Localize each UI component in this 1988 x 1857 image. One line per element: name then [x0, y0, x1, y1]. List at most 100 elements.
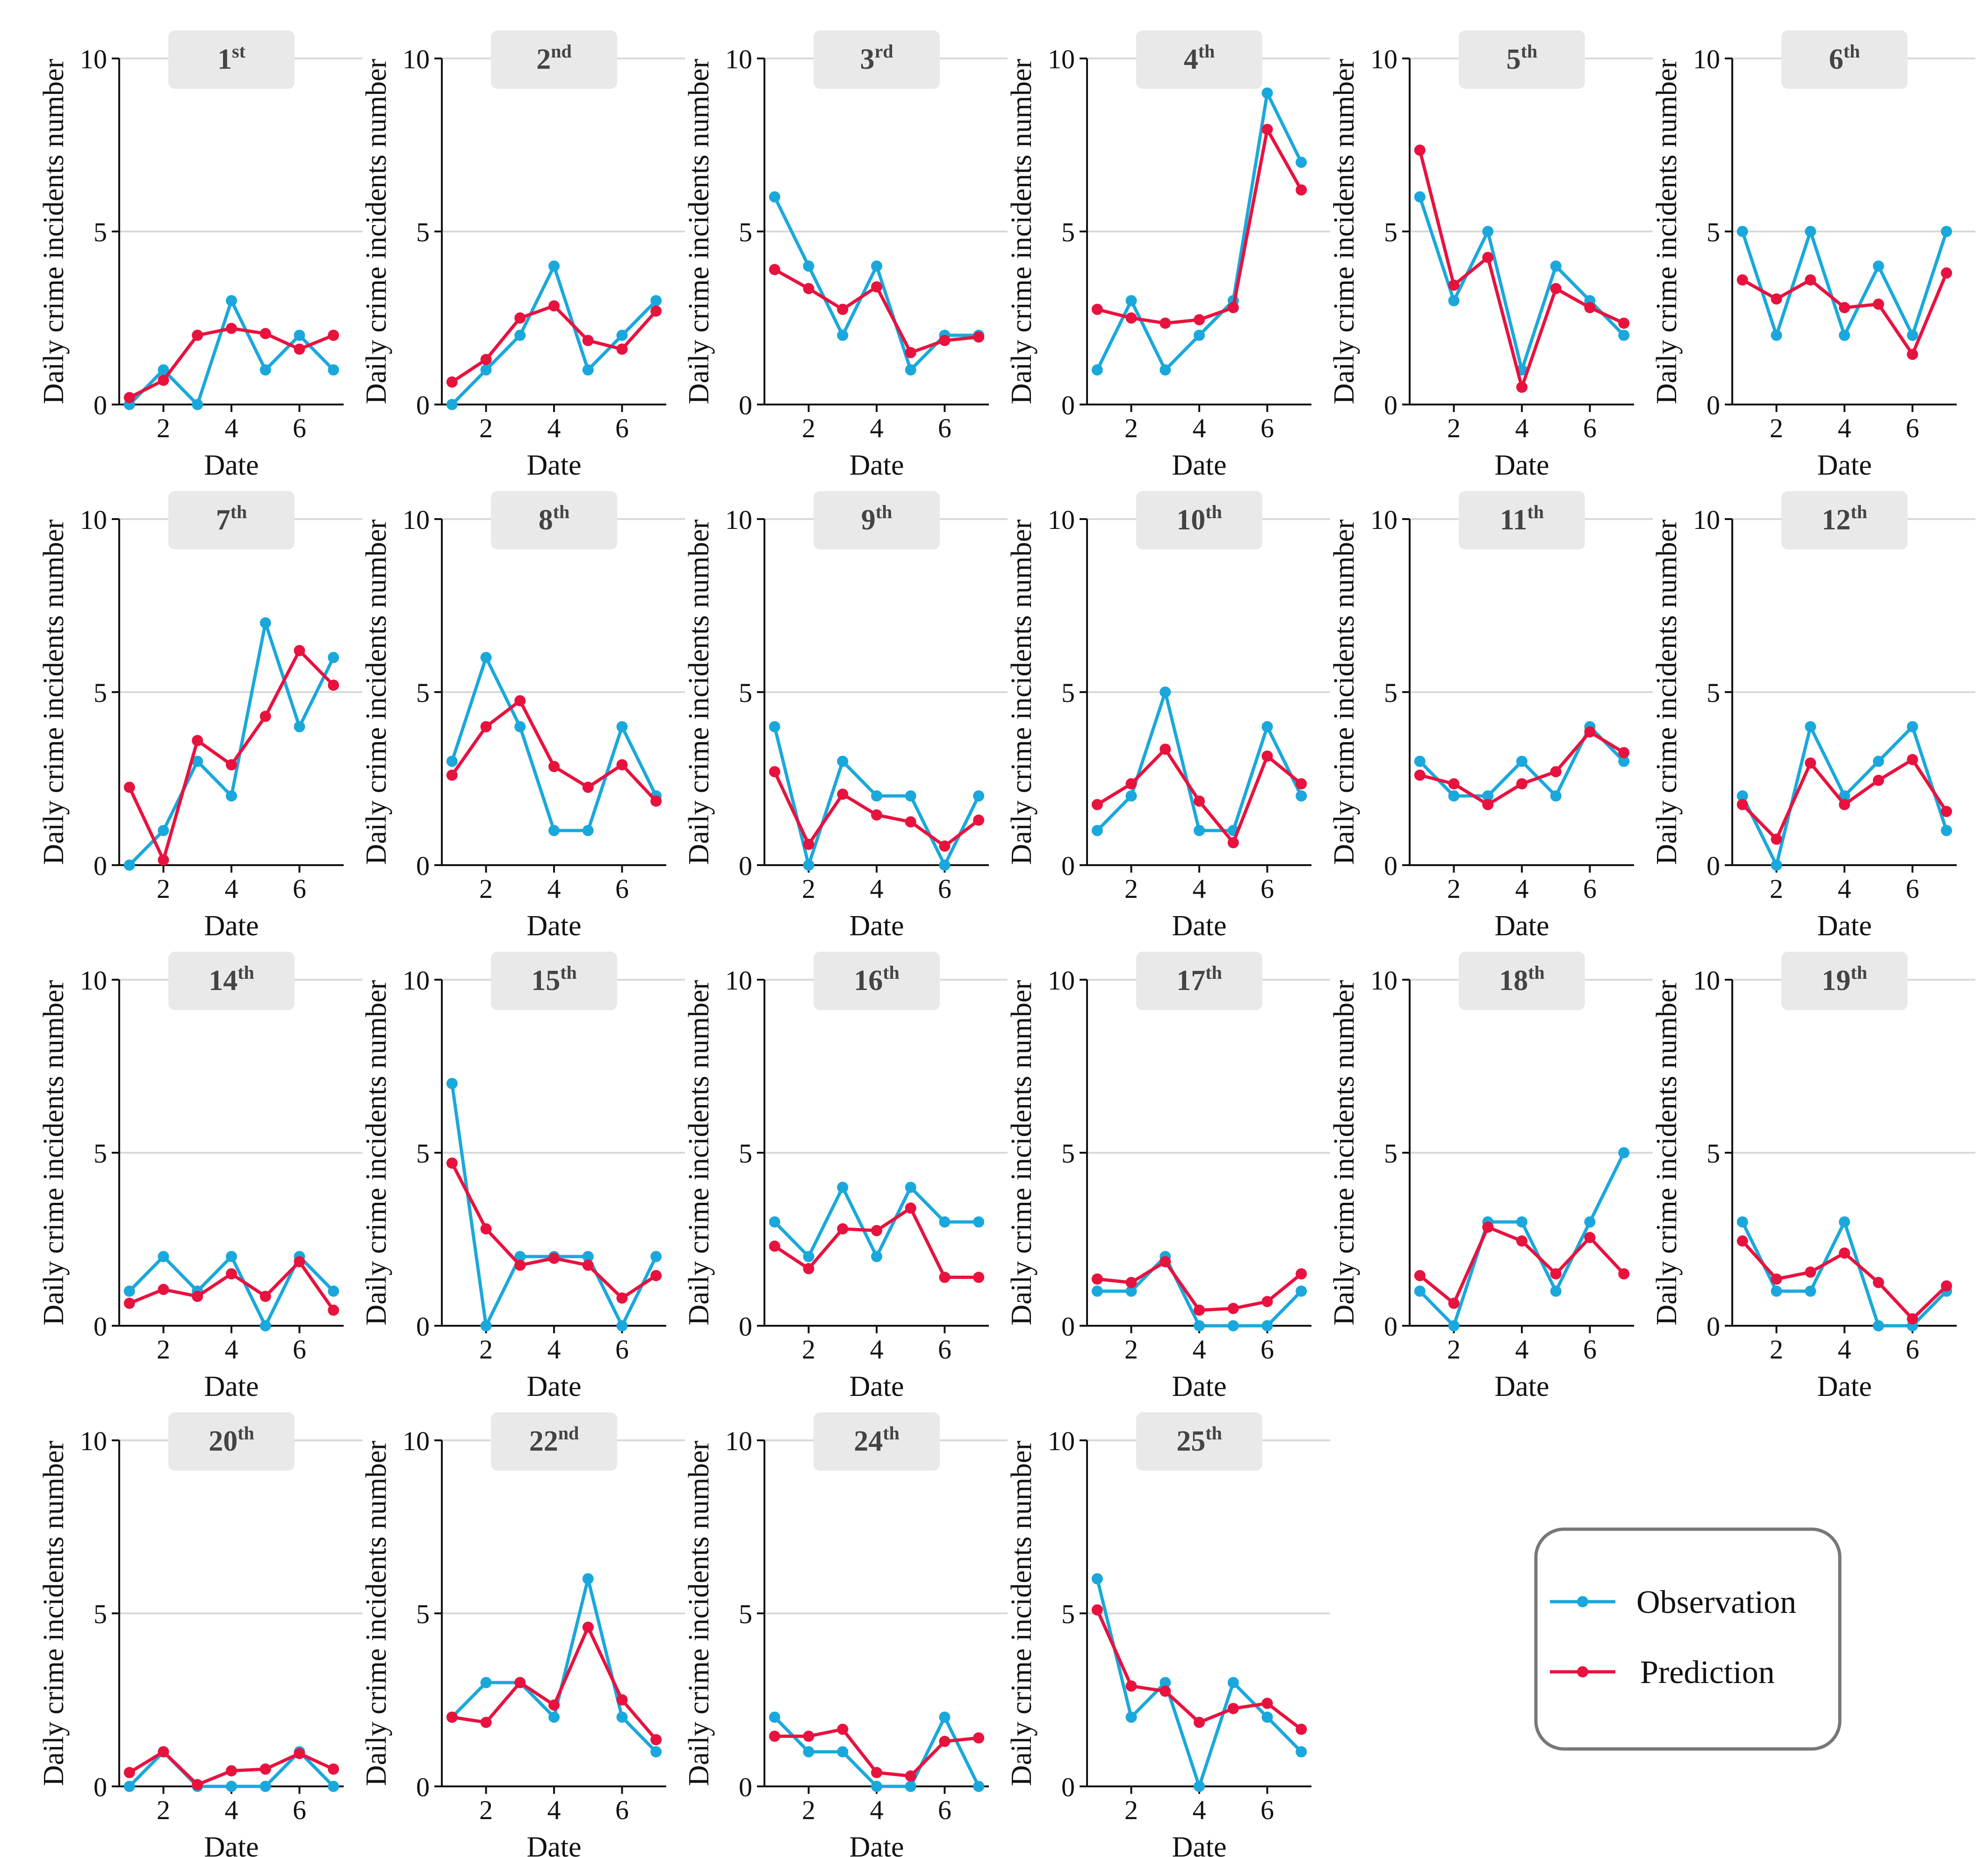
prediction-point [123, 392, 135, 404]
panel-title: 3rd [860, 41, 893, 75]
prediction-point [1227, 1303, 1239, 1314]
prediction-point [294, 1748, 305, 1759]
prediction-point [1414, 769, 1426, 781]
observation-point [1091, 1286, 1103, 1297]
prediction-point [973, 1732, 985, 1744]
observation-point [616, 1320, 628, 1331]
x-tick-label: 4 [870, 1334, 884, 1365]
panel-title-box [1136, 952, 1262, 1010]
x-tick-label: 4 [547, 413, 561, 443]
prediction-point [616, 1694, 628, 1705]
y-axis-label: Daily crime incidents number [360, 519, 392, 865]
prediction-point [1907, 754, 1918, 766]
y-axis-label: Daily crime incidents number [1006, 58, 1037, 404]
prediction-point [1618, 747, 1630, 759]
panel-title: 1st [217, 41, 246, 75]
prediction-point [1805, 274, 1816, 286]
observation-point [1618, 1147, 1630, 1158]
observation-point [1550, 260, 1562, 272]
legend-observation-label: Observation [1636, 1584, 1796, 1620]
observation-point [582, 364, 594, 376]
prediction-point [905, 1202, 916, 1214]
prediction-point [294, 343, 305, 355]
prediction-point [1125, 312, 1137, 324]
x-tick-label: 2 [479, 1795, 493, 1825]
x-tick-label: 2 [479, 413, 493, 443]
observation-point [226, 295, 237, 306]
prediction-point [1091, 1273, 1103, 1285]
panel-title: 8th [539, 501, 570, 536]
observation-point [803, 260, 814, 272]
observation-point [1227, 1677, 1239, 1688]
y-tick-label: 10 [403, 1426, 430, 1456]
panel-title-box [168, 491, 295, 549]
prediction-point [1736, 1235, 1748, 1247]
observation-line [1096, 690, 1303, 832]
observation-point [871, 260, 882, 272]
y-tick-label: 5 [1384, 1138, 1397, 1169]
prediction-point [192, 330, 203, 341]
prediction-point [871, 1767, 882, 1778]
x-tick-label: 2 [1124, 1795, 1138, 1825]
observation-point [1771, 1286, 1782, 1297]
observation-line [450, 656, 658, 832]
y-tick-label: 10 [1370, 965, 1397, 996]
observation-point [582, 1573, 594, 1584]
y-tick-label: 0 [416, 390, 430, 420]
prediction-point [1941, 806, 1952, 817]
prediction-point [650, 1734, 662, 1746]
observation-point [480, 364, 492, 376]
prediction-point [226, 759, 237, 771]
prediction-point [1771, 1273, 1782, 1285]
prediction-point [158, 1284, 169, 1295]
observation-point [650, 295, 662, 306]
y-tick-label: 5 [1707, 1138, 1720, 1169]
observation-point [1482, 790, 1494, 802]
observation-point [650, 1746, 662, 1757]
panel-title-box [491, 491, 617, 549]
x-axis-label: Date [526, 449, 581, 481]
observation-point [1296, 1746, 1307, 1757]
subplot-panel: 0 5 10 2 4 6 Date Daily crime incidents number 2… [1006, 1412, 1330, 1857]
x-tick-label: 6 [938, 874, 951, 904]
x-tick-label: 4 [1838, 413, 1851, 443]
subplot-panel: 0 5 10 2 4 6 Date Daily crime incidents number 1… [683, 952, 1008, 1402]
prediction-point [294, 1256, 305, 1268]
y-tick-label: 0 [94, 851, 107, 881]
observation-point [1160, 364, 1171, 376]
observation-point [192, 756, 203, 767]
panel-title-box [1459, 30, 1585, 89]
observation-point [939, 860, 951, 871]
prediction-line [773, 771, 980, 848]
prediction-line [1096, 128, 1303, 325]
y-tick-label: 10 [1048, 44, 1075, 74]
observation-point [803, 860, 814, 871]
y-tick-label: 0 [416, 1311, 430, 1342]
x-axis-label: Date [204, 449, 259, 481]
legend-prediction-label: Prediction [1640, 1655, 1775, 1691]
prediction-point [1805, 1266, 1816, 1278]
prediction-point [803, 838, 814, 850]
y-tick-label: 0 [416, 1772, 430, 1802]
y-axis-label: Daily crime incidents number [360, 58, 392, 404]
observation-point [905, 1781, 916, 1792]
subplot-grid: 0 5 10 2 4 6 Date Daily crime incidents number 1… [38, 30, 1975, 1857]
prediction-point [480, 721, 492, 732]
prediction-point [1227, 837, 1239, 848]
x-tick-label: 4 [1193, 413, 1206, 443]
y-tick-label: 5 [1061, 1599, 1075, 1629]
x-tick-label: 4 [547, 874, 561, 904]
subplot-panel: 0 5 10 2 4 6 Date Daily crime incidents number 7… [38, 491, 362, 942]
observation-point [1618, 330, 1630, 341]
observation-point [973, 1781, 985, 1792]
prediction-point [973, 1272, 985, 1283]
panel-title: 24th [854, 1423, 900, 1457]
y-tick-label: 5 [739, 1138, 752, 1169]
x-tick-label: 4 [870, 874, 884, 904]
observation-point [905, 790, 916, 802]
prediction-point [1482, 799, 1494, 810]
prediction-point [1618, 318, 1630, 329]
x-tick-label: 2 [1124, 1334, 1138, 1365]
prediction-point [905, 347, 916, 358]
x-tick-label: 6 [615, 1334, 629, 1365]
